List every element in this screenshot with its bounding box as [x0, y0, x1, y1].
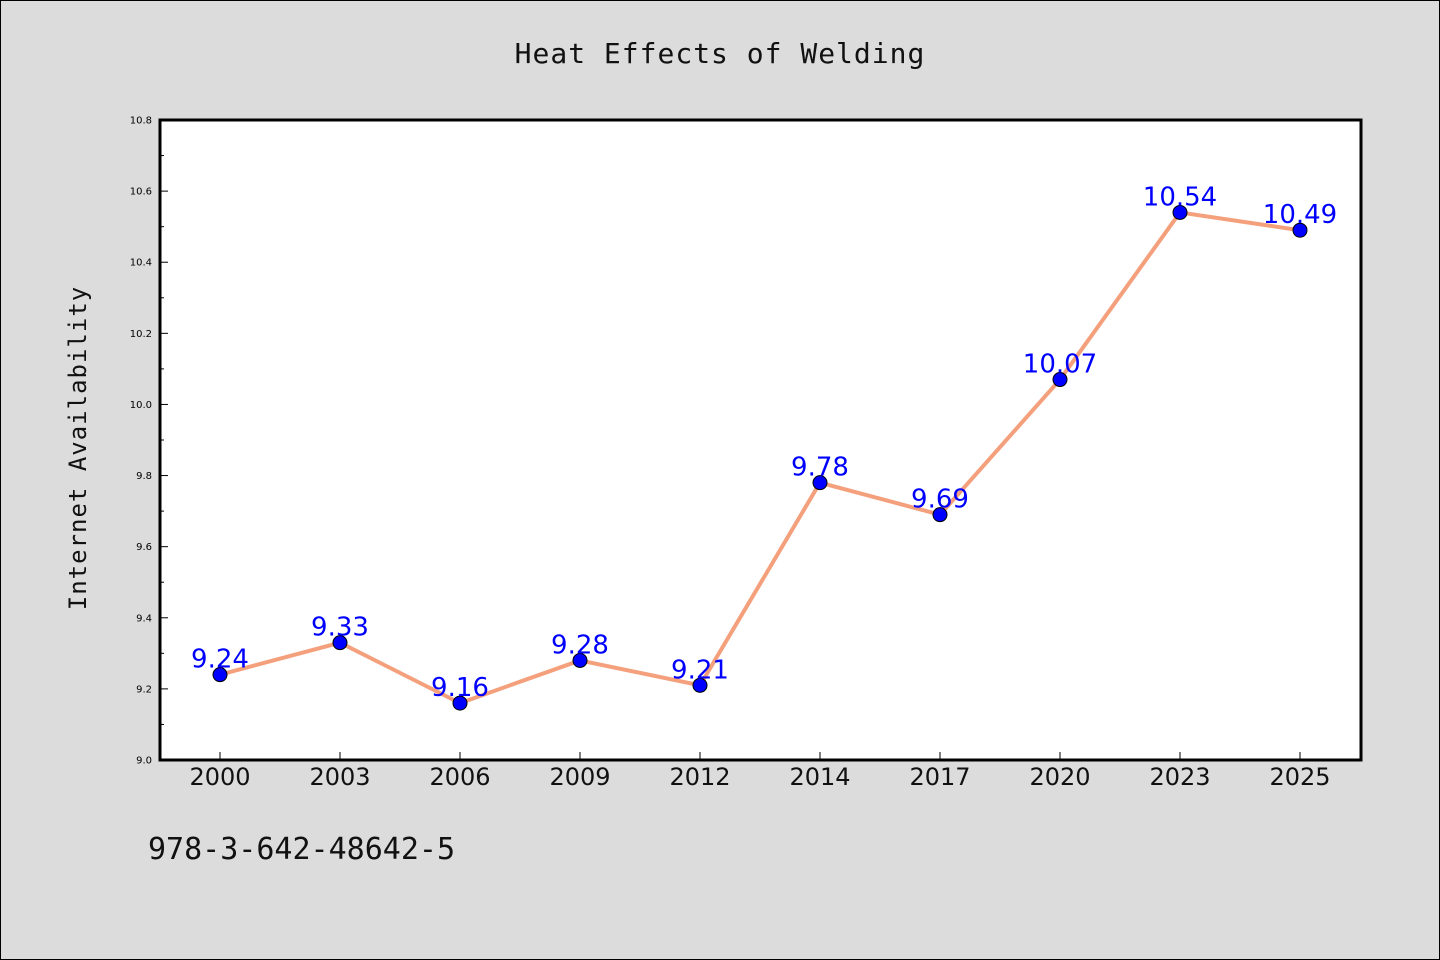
y-tick-label: 10.0 [130, 400, 152, 411]
y-tick-label: 9.6 [136, 542, 152, 553]
x-tick-label: 2009 [549, 763, 610, 791]
data-point [692, 677, 708, 693]
data-point [812, 475, 828, 491]
data-point [1172, 204, 1188, 220]
y-tick-label: 10.6 [130, 187, 152, 198]
data-point [572, 652, 588, 668]
x-tick-label: 2023 [1149, 763, 1210, 791]
x-tick-label: 2014 [789, 763, 850, 791]
x-axis: 2000 2003 2006 2009 2012 2014 2017 2020 2023 2025 [189, 752, 1331, 791]
y-tick-label: 9.2 [136, 684, 152, 695]
y-tick-label: 9.0 [136, 756, 152, 767]
data-label: 10.07 [1023, 350, 1097, 380]
series-line [218, 210, 1302, 706]
series-group: 9.24 9.33 9.16 9.28 9.21 9.78 9.69 10.07 10.54 10… [191, 182, 1337, 711]
data-label: 9.16 [431, 673, 489, 703]
data-point [1052, 372, 1068, 388]
footnote-isbn: 978-3-642-48642-5 [148, 832, 456, 867]
y-tick-label: 10.2 [130, 329, 152, 340]
plot-border [158, 118, 1363, 762]
y-tick-label: 10.4 [130, 258, 152, 269]
data-label: 10.54 [1143, 182, 1217, 212]
y-tick-label: 9.8 [136, 471, 152, 482]
y-tick-label: 10.8 [130, 116, 152, 127]
x-tick-label: 2012 [669, 763, 730, 791]
data-point [1292, 222, 1308, 238]
data-label: 10.49 [1263, 200, 1337, 230]
data-label: 9.24 [191, 645, 249, 675]
data-label: 9.78 [791, 453, 849, 483]
data-point [332, 635, 348, 651]
x-tick-label: 2006 [429, 763, 490, 791]
y-axis-label: Internet Availability [64, 286, 92, 610]
data-point [932, 507, 948, 523]
x-tick-label: 2025 [1269, 763, 1330, 791]
data-label: 9.28 [551, 630, 609, 660]
x-tick-label: 2000 [189, 763, 250, 791]
x-tick-label: 2003 [309, 763, 370, 791]
data-point [212, 667, 228, 683]
data-point [452, 695, 468, 711]
y-tick-label: 9.4 [136, 613, 152, 624]
chart-title: Heat Effects of Welding [515, 37, 926, 70]
data-label: 9.69 [911, 485, 969, 515]
data-label: 9.33 [311, 613, 369, 643]
data-label: 9.21 [671, 655, 729, 685]
x-tick-label: 2020 [1029, 763, 1090, 791]
x-tick-label: 2017 [909, 763, 970, 791]
